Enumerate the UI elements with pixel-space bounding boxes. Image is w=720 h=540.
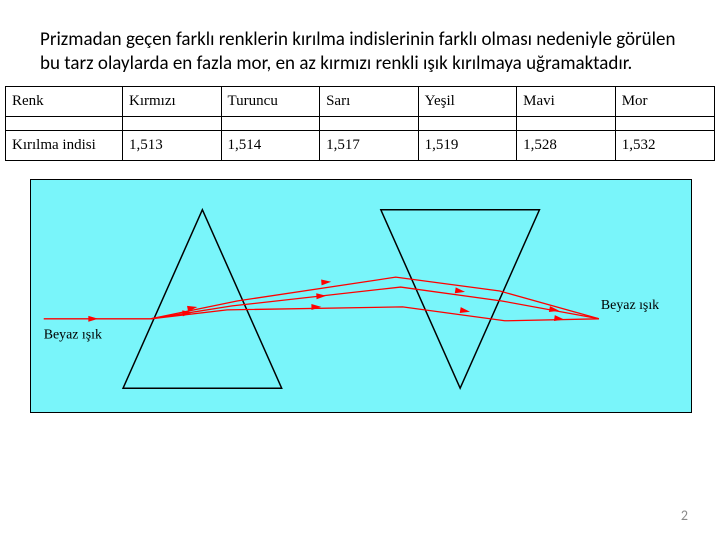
col-header: Turuncu [221, 86, 320, 116]
ray-arrows [88, 278, 564, 322]
intro-paragraph: Prizmadan geçen farklı renklerin kırılma… [0, 0, 720, 86]
table-header-row: Renk Kırmızı Turuncu Sarı Yeşil Mavi Mor [6, 86, 715, 116]
col-header: Sarı [320, 86, 419, 116]
prism-triangle-up [123, 209, 282, 387]
row-label-2: Kırılma indisi [6, 130, 123, 160]
cell: 1,532 [615, 130, 714, 160]
cell: 1,513 [122, 130, 221, 160]
prism-diagram: Beyaz ışık Beyaz ışık [30, 179, 692, 413]
col-header: Mor [615, 86, 714, 116]
row-label-1: Renk [6, 86, 123, 116]
col-header: Yeşil [418, 86, 517, 116]
cell: 1,528 [517, 130, 616, 160]
prism-triangle-down [381, 209, 540, 387]
table-spacer-row [6, 116, 715, 130]
page-number: 2 [681, 507, 688, 524]
col-header: Kırmızı [122, 86, 221, 116]
table-data-row: Kırılma indisi 1,513 1,514 1,517 1,519 1… [6, 130, 715, 160]
cell: 1,519 [418, 130, 517, 160]
cell: 1,514 [221, 130, 320, 160]
refraction-index-table: Renk Kırmızı Turuncu Sarı Yeşil Mavi Mor… [5, 86, 715, 161]
col-header: Mavi [517, 86, 616, 116]
light-rays [44, 277, 599, 321]
prism-svg: Beyaz ışık Beyaz ışık [31, 180, 691, 412]
label-right: Beyaz ışık [601, 297, 659, 312]
label-left: Beyaz ışık [44, 327, 102, 342]
cell: 1,517 [320, 130, 419, 160]
